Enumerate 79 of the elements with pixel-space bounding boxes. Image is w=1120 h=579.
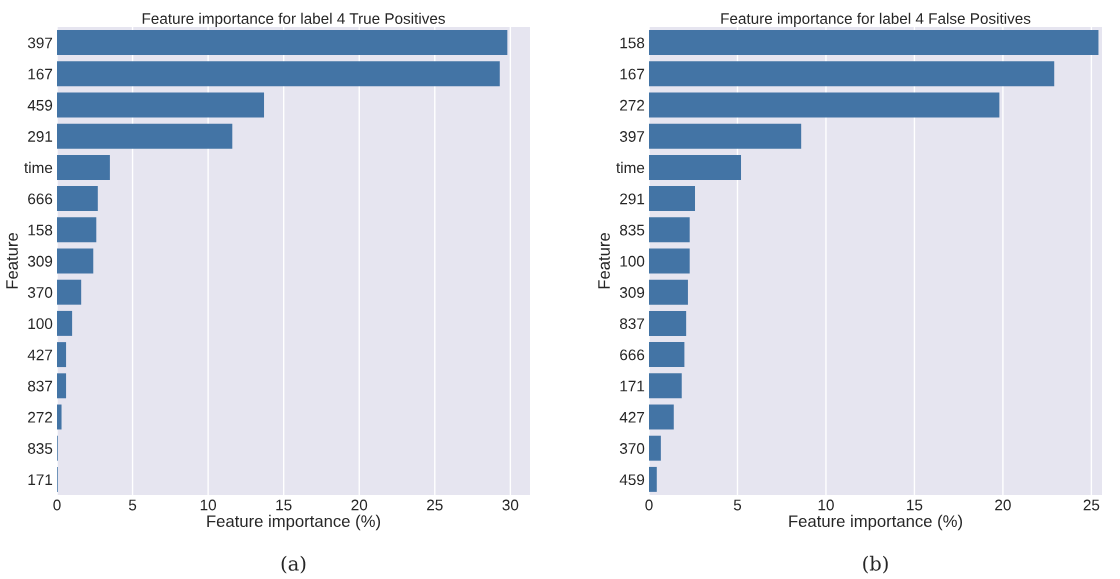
bar: [649, 92, 1000, 118]
y-tick-label: 835: [28, 443, 53, 454]
y-tick-label: 666: [620, 349, 645, 361]
bar: [649, 248, 690, 274]
y-tick-label: 459: [27, 99, 53, 111]
bar: [57, 342, 67, 368]
y-tick-label: 397: [27, 37, 53, 49]
y-tick-label: 272: [28, 411, 53, 423]
x-tick-label: 0: [53, 499, 61, 511]
x-tick-label: 30: [502, 499, 519, 511]
x-tick-label: 25: [427, 499, 443, 511]
chart-title: Feature importance for label 4 False Positives: [721, 12, 1031, 27]
bar: [57, 92, 265, 118]
x-tick-label: 5: [128, 499, 137, 511]
y-axis-title: Feature: [598, 233, 610, 289]
x-tick-label: 10: [818, 499, 834, 511]
y-tick-label: 370: [27, 287, 53, 298]
bar: [649, 279, 688, 305]
x-tick-label: 15: [276, 499, 292, 511]
y-tick-label: 171: [620, 380, 645, 392]
x-tick-label: 25: [1083, 499, 1100, 511]
y-tick-label: 837: [28, 380, 53, 392]
y-axis-title: Feature: [6, 233, 18, 289]
y-tick-label: 158: [620, 37, 645, 49]
bar: [57, 217, 97, 243]
bar: [57, 30, 508, 56]
y-tick-label: 291: [620, 193, 645, 205]
bar: [649, 342, 685, 368]
bar: [57, 310, 73, 336]
bar: [57, 248, 94, 274]
y-tick-label: time: [24, 161, 53, 174]
y-tick-label: 459: [619, 474, 645, 486]
x-axis-title: Feature importance (%): [207, 514, 380, 531]
y-tick-label: 100: [28, 318, 53, 330]
x-tick-label: 0: [645, 499, 653, 511]
bar: [649, 435, 661, 461]
text: (b): [863, 555, 888, 574]
bar: [57, 61, 500, 87]
y-tick-label: 272: [620, 99, 645, 111]
x-tick-label: 20: [995, 499, 1011, 511]
bar: [649, 217, 690, 243]
bar: [649, 404, 674, 430]
y-tick-label: 158: [28, 224, 53, 236]
x-axis-title: Feature importance (%): [789, 514, 962, 531]
y-tick-label: 309: [27, 255, 53, 267]
bar: [649, 310, 687, 336]
bar: [649, 186, 696, 212]
y-tick-label: 100: [620, 255, 645, 267]
bar: [649, 466, 657, 492]
bar: [649, 373, 682, 399]
bar: [57, 404, 62, 430]
text: (a): [281, 555, 306, 574]
bar: [57, 279, 82, 305]
y-tick-label: 171: [28, 474, 53, 485]
y-tick-label: 837: [620, 318, 645, 330]
y-tick-label: 427: [619, 411, 645, 423]
x-tick-label: 15: [907, 499, 923, 511]
y-tick-label: time: [616, 161, 645, 174]
y-tick-label: 370: [619, 443, 645, 454]
x-tick-label: 10: [200, 499, 217, 511]
y-tick-label: 397: [619, 131, 645, 142]
y-tick-label: 309: [619, 287, 645, 298]
y-tick-label: 167: [28, 68, 53, 80]
bar: [649, 154, 742, 180]
bar: [649, 30, 1099, 56]
y-tick-label: 427: [27, 349, 53, 361]
bar: [649, 61, 1055, 87]
y-tick-label: 167: [620, 68, 645, 80]
bar: [57, 373, 67, 399]
bar: [57, 154, 110, 180]
bar: [57, 186, 98, 212]
bar: [649, 123, 802, 149]
y-tick-label: 835: [620, 224, 645, 236]
y-tick-label: 291: [28, 131, 53, 142]
chart-title: Feature importance for label 4 True Positives: [142, 12, 445, 27]
bar: [57, 123, 233, 149]
x-tick-label: 5: [733, 499, 742, 511]
y-tick-label: 666: [28, 193, 53, 205]
x-tick-label: 20: [351, 499, 368, 511]
